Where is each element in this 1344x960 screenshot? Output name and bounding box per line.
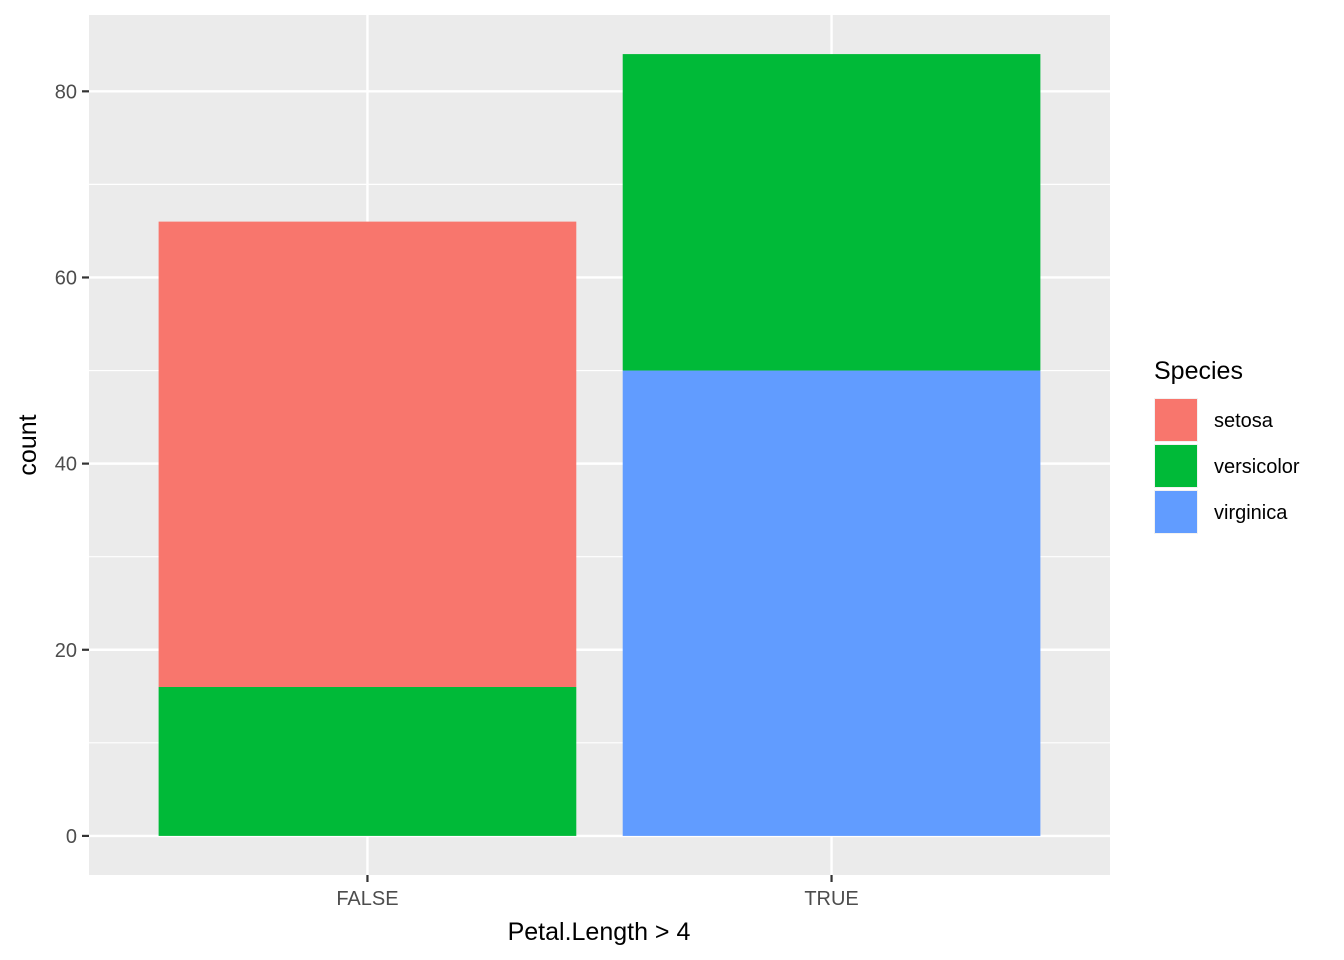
x-axis-title: Petal.Length > 4 <box>508 918 691 946</box>
legend-title: Species <box>1154 357 1243 385</box>
legend-swatch-virginica <box>1155 491 1197 533</box>
legend-label-versicolor: versicolor <box>1214 456 1300 478</box>
bar-versicolor-true <box>622 54 1041 371</box>
legend-label-setosa: setosa <box>1214 410 1274 432</box>
y-tick-label: 60 <box>55 267 77 289</box>
bars <box>158 54 1041 836</box>
y-tick-label: 80 <box>55 81 77 103</box>
x-tick-label: TRUE <box>804 888 858 910</box>
y-tick-label: 40 <box>55 454 77 476</box>
bar-virginica-true <box>622 370 1041 836</box>
bar-setosa-false <box>158 221 577 687</box>
legend-label-virginica: virginica <box>1214 502 1288 524</box>
y-tick-label: 20 <box>55 640 77 662</box>
y-axis-title: count <box>14 414 42 475</box>
legend: Species setosa versicolor virginica <box>1154 357 1300 534</box>
legend-swatch-versicolor <box>1155 445 1197 487</box>
y-tick-label: 0 <box>66 826 77 848</box>
legend-swatch-setosa <box>1155 399 1197 441</box>
x-axis: FALSE TRUE <box>336 875 859 910</box>
x-tick-label: FALSE <box>336 888 398 910</box>
bar-versicolor-false <box>158 686 577 836</box>
y-axis: 0 20 40 60 80 <box>55 81 89 848</box>
